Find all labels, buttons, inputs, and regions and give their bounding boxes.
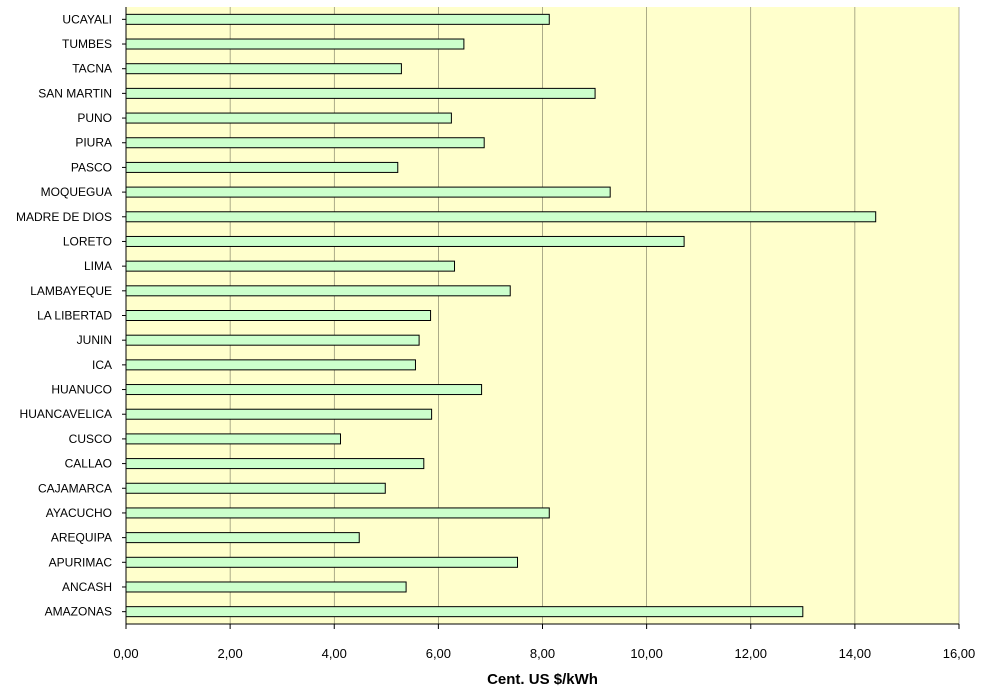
category-label: LORETO [63,234,112,248]
category-label: HUANUCO [51,383,112,397]
bar-ucayali [125,13,550,25]
x-tick-label: 12,00 [734,646,767,661]
bar-amazonas [125,606,804,618]
bar-junin [125,334,420,346]
category-label: PIURA [75,136,112,150]
category-label: MADRE DE DIOS [16,210,112,224]
category-label: ICA [92,358,112,372]
bar-arequipa [125,532,360,544]
bar-huanuco [125,384,483,396]
bar-lima [125,260,456,272]
category-label: TUMBES [62,37,112,51]
category-label: LA LIBERTAD [37,309,112,323]
x-tick-label: 16,00 [943,646,976,661]
bar-cusco [125,433,341,445]
x-tick-label: 14,00 [839,646,872,661]
category-label: AYACUCHO [46,506,112,520]
category-label: PUNO [77,111,112,125]
bar-lambayeque [125,285,511,297]
category-label: TACNA [72,62,112,76]
bar-cajamarca [125,482,386,494]
category-label: JUNIN [77,333,112,347]
x-axis-title: Cent. US $/kWh [487,671,598,688]
bar-ayacucho [125,507,550,519]
x-tick-labels: 0,00 2,00 4,00 6,00 8,00 10,00 12,00 14,00 16,00 [113,624,975,661]
category-label: CAJAMARCA [38,481,112,495]
x-tick-label: 10,00 [630,646,663,661]
bar-ancash [125,581,407,593]
category-label: CUSCO [69,432,112,446]
category-label: LIMA [84,259,112,273]
bar-ica [125,359,416,371]
category-label: LAMBAYEQUE [30,284,112,298]
bar-apurimac [125,556,519,568]
bars [125,13,877,618]
category-label: PASCO [71,160,112,174]
bar-loreto [125,235,685,247]
x-tick-label: 6,00 [426,646,451,661]
category-label: CALLAO [65,457,112,471]
bar-callao [125,458,425,470]
category-label: AREQUIPA [51,531,112,545]
category-labels: AMAZONAS ANCASH APURIMAC AREQUIPA AYACUCHO CA… [16,12,126,619]
bar-piura [125,137,485,149]
category-label: UCAYALI [62,12,112,26]
category-label: SAN MARTIN [38,86,112,100]
x-tick-label: 8,00 [530,646,555,661]
category-label: AMAZONAS [45,605,112,619]
category-label: MOQUEGUA [41,185,112,199]
bar-puno [125,112,452,124]
bar-huancavelica [125,408,433,420]
x-tick-label: 2,00 [217,646,242,661]
bar-tacna [125,63,402,75]
bar-moquegua [125,186,611,198]
x-tick-label: 0,00 [113,646,138,661]
bar-la-libertad [125,310,432,321]
category-label: ANCASH [62,580,112,594]
category-label: APURIMAC [49,555,113,569]
category-label: HUANCAVELICA [20,407,112,421]
bar-pasco [125,161,399,173]
bar-san-martin [125,87,596,99]
bar-tumbes [125,38,465,50]
x-tick-label: 4,00 [322,646,347,661]
bar-madre-de-dios [125,211,877,223]
